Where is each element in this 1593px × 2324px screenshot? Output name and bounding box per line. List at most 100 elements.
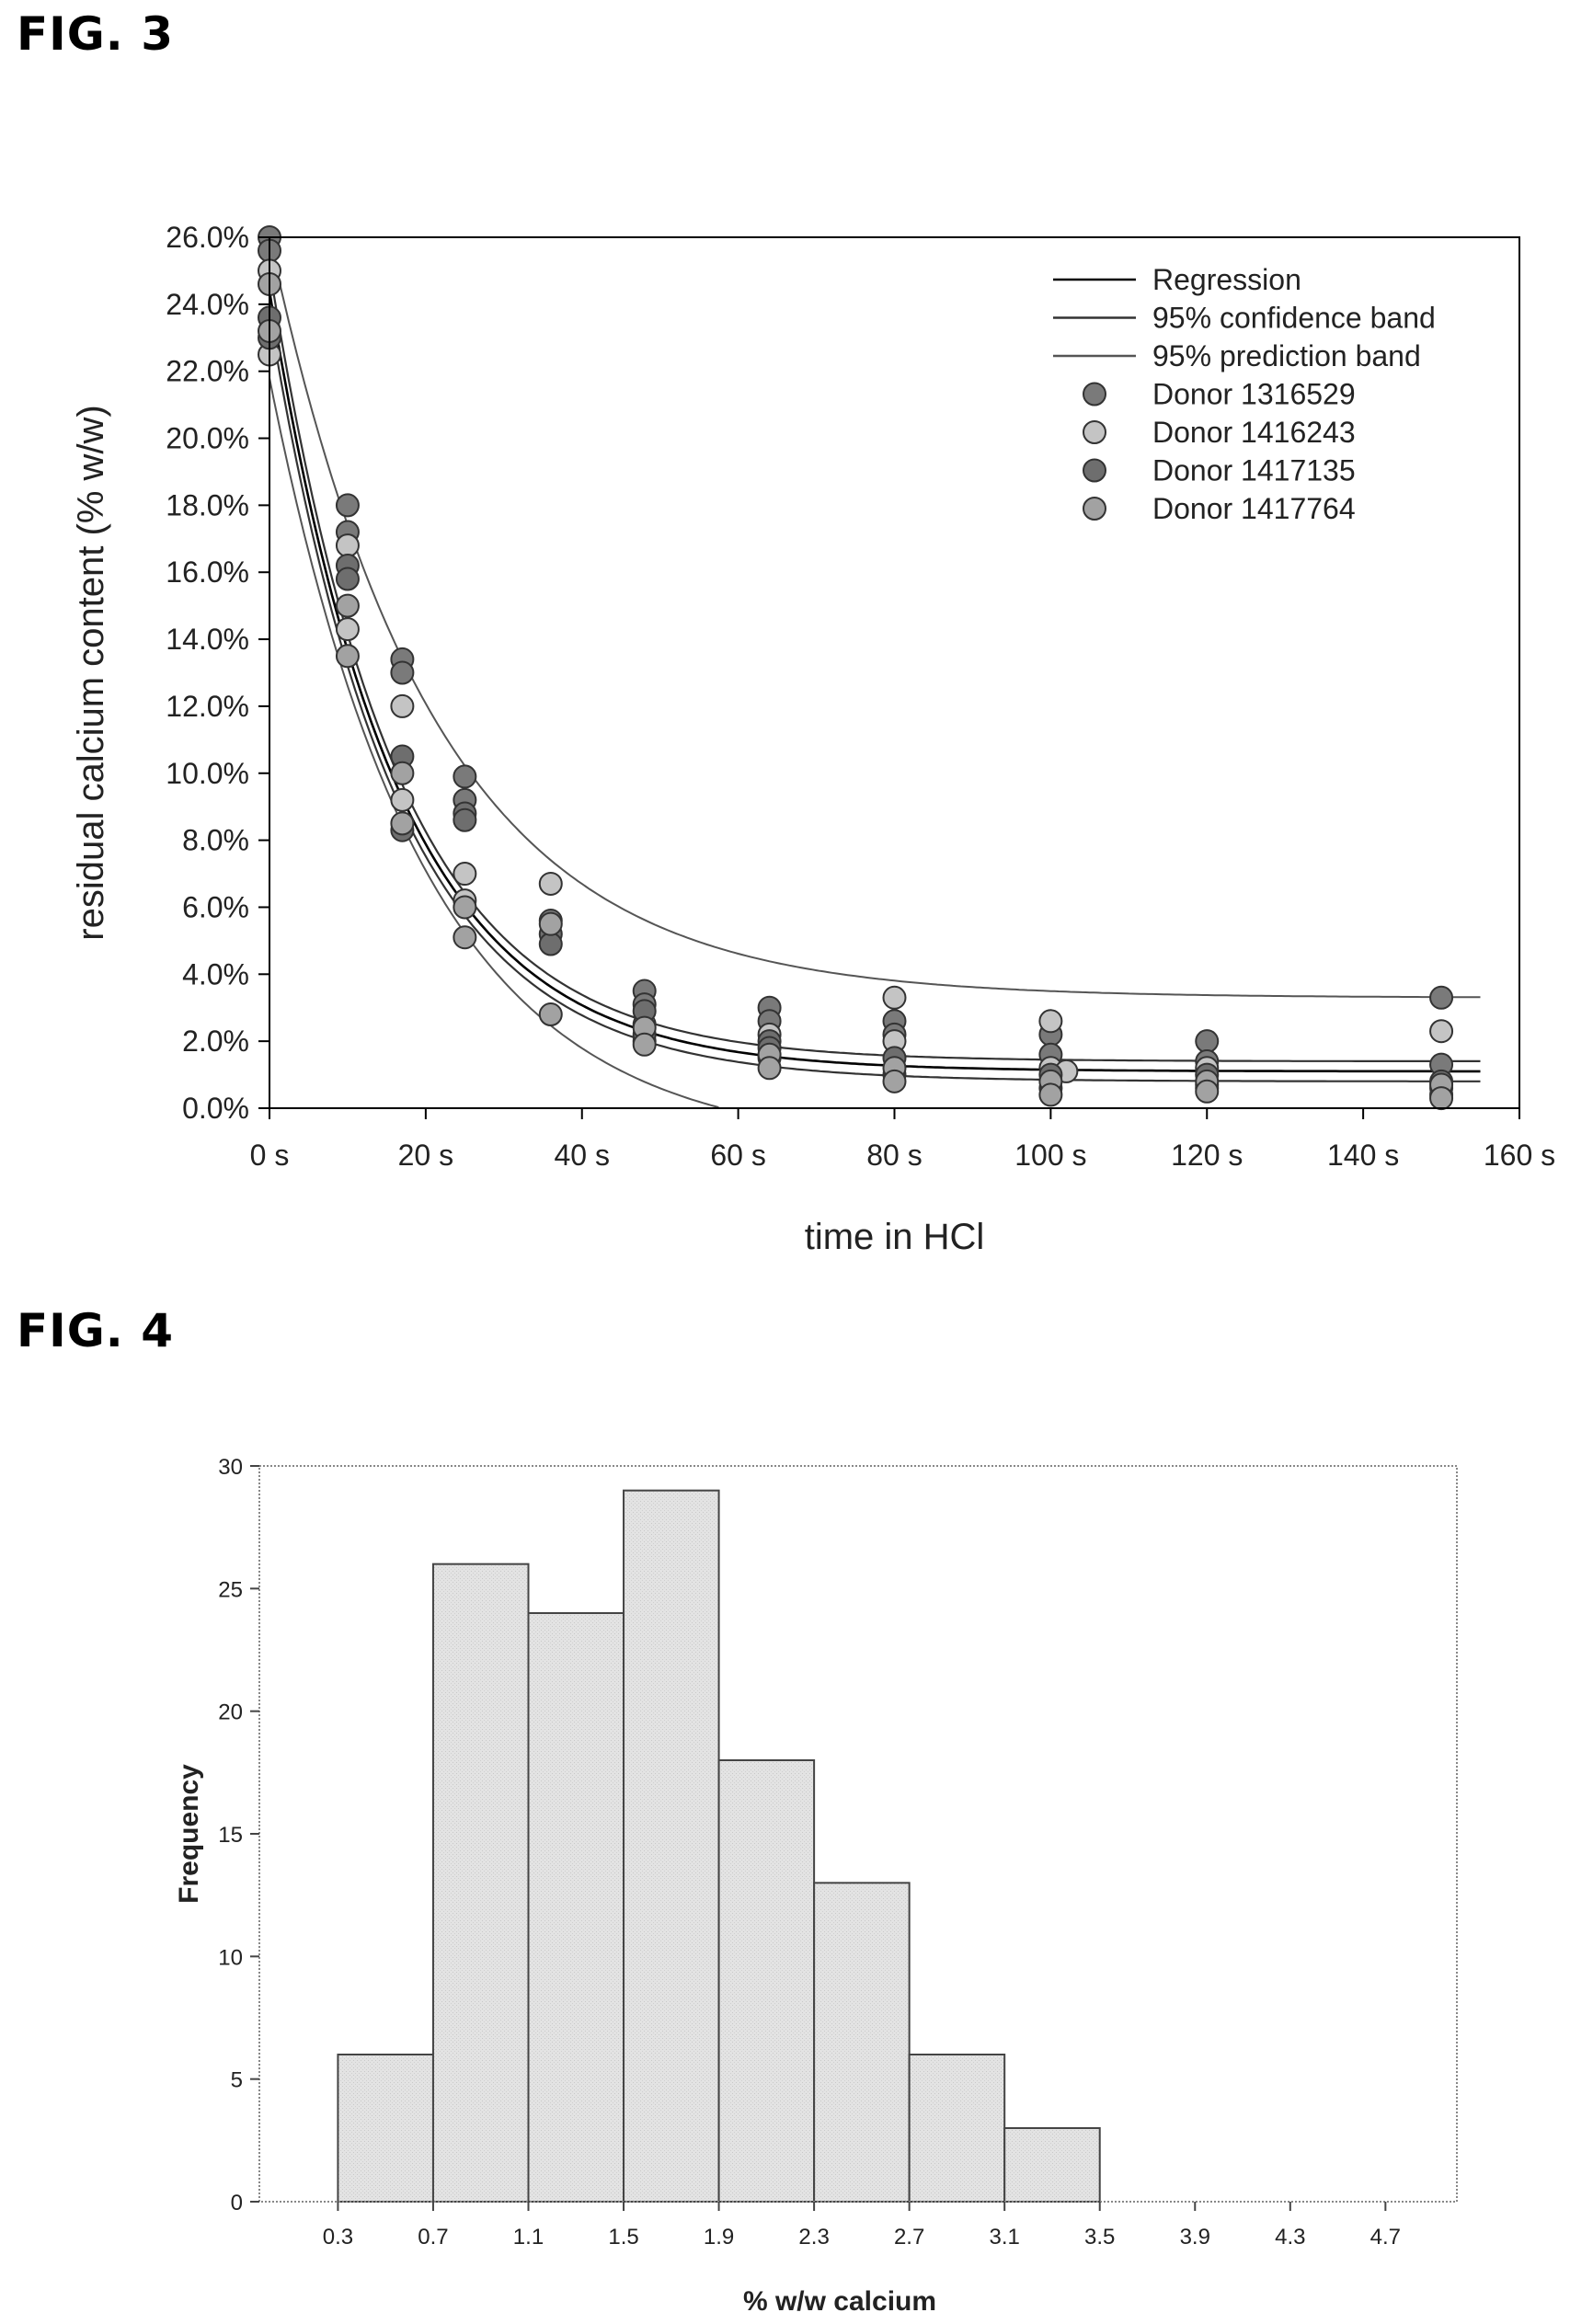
data-point-series-3 [453,807,477,832]
data-point-series-4 [538,911,563,936]
data-point-series-4 [757,1056,782,1081]
legend-entry-label: Donor 1417764 [1152,492,1356,525]
figure-3-label: FIG. 3 [17,7,174,61]
y-tick-label: 6.0% [182,890,249,923]
legend-marker-swatch [1083,382,1106,406]
x-tick-label: 120 s [1171,1139,1243,1172]
data-point-series-2 [335,533,360,558]
data-point-series-1 [390,660,415,685]
y-tick-label: 24.0% [166,288,249,321]
x-tick-label: 3.5 [1084,2225,1115,2250]
figure-4-label: FIG. 4 [17,1304,174,1357]
x-tick-label: 3.9 [1180,2225,1210,2250]
x-tick-label: 0 s [250,1139,290,1172]
y-tick-label: 22.0% [166,355,249,388]
legend-entry-label: 95% confidence band [1152,302,1436,335]
x-tick-label: 3.1 [990,2225,1020,2250]
data-points-layer [258,225,1454,1111]
x-axis-title: time in HCl [805,1217,985,1257]
data-point-series-4 [538,1002,563,1027]
x-tick-label: 100 s [1014,1139,1086,1172]
histogram-bar [623,1489,720,2203]
data-point-series-4 [453,925,477,950]
histogram-bar [908,2054,1006,2203]
data-point-series-1 [1429,985,1454,1010]
data-point-series-2 [390,787,415,812]
histogram-bar [1003,2127,1101,2203]
x-axis-ticks: 0.3 0.7 1.1 1.5 1.9 2.3 2.7 3.1 3.5 3.9 4.3 4.7 [323,2202,1401,2250]
y-tick-label: 14.0% [166,623,249,656]
y-tick-label: 12.0% [166,690,249,723]
x-tick-label: 1.1 [513,2225,544,2250]
y-tick-label: 16.0% [166,555,249,589]
histogram-bar [431,1563,530,2203]
legend-marker-swatch [1083,458,1106,483]
data-point-series-4 [1195,1079,1220,1104]
histogram-bar [813,1882,911,2204]
legend-entry-label: 95% prediction band [1152,339,1421,372]
y-tick-label: 30 [218,1455,243,1480]
x-tick-label: 0.7 [418,2225,448,2250]
data-point-series-3 [538,932,563,956]
legend-entry-label: Donor 1416243 [1152,416,1356,449]
x-tick-label: 1.9 [704,2225,734,2250]
prediction-band-lower-curve [269,377,719,1109]
histogram-bars [337,1489,1101,2204]
legend-marker-swatch [1083,497,1106,521]
y-tick-label: 20 [218,1700,243,1725]
x-axis-ticks: 0 s 20 s 40 s 60 s 80 s 100 s 120 s 140 s 160 s [250,1108,1555,1172]
y-tick-label: 15 [218,1823,243,1848]
histogram-bar [527,1612,625,2203]
y-tick-label: 10.0% [166,757,249,790]
histogram-bar [337,2054,434,2203]
x-tick-label: 4.7 [1370,2225,1401,2250]
data-point-series-4 [632,1032,657,1057]
legend-entry-label: Regression [1152,263,1301,296]
data-point-series-1 [453,764,477,789]
data-point-series-4 [1429,1086,1454,1111]
y-tick-label: 10 [218,1945,243,1970]
data-point-series-2 [538,871,563,896]
x-tick-label: 2.3 [798,2225,829,2250]
legend-entry-label: Donor 1417135 [1152,454,1356,487]
x-tick-label: 140 s [1327,1139,1399,1172]
x-tick-label: 60 s [710,1139,765,1172]
data-point-series-4 [335,593,360,618]
data-point-series-4 [335,644,360,669]
y-tick-label: 26.0% [166,221,249,254]
y-axis-title: residual calcium content (% w/w) [71,405,111,940]
y-tick-label: 20.0% [166,422,249,455]
legend: Regression 95% confidence band 95% predict… [1053,263,1436,525]
y-axis-title: Frequency [174,1764,204,1904]
y-axis-ticks: 0.0% 2.0% 4.0% 6.0% 8.0% 10.0% 12.0% 14.0% 16.0%… [166,221,269,1125]
x-tick-label: 160 s [1484,1139,1555,1172]
y-tick-label: 0.0% [182,1092,249,1125]
y-tick-label: 2.0% [182,1025,249,1058]
confidence-band-lower-curve [268,314,1481,1082]
x-axis-title: % w/w calcium [743,2286,936,2317]
data-point-series-4 [390,811,415,836]
y-tick-label: 0 [231,2191,243,2215]
x-tick-label: 2.7 [894,2225,924,2250]
y-tick-label: 5 [231,2068,243,2093]
x-tick-label: 80 s [866,1139,922,1172]
x-tick-label: 20 s [398,1139,453,1172]
data-point-series-1 [335,493,360,518]
data-point-series-4 [453,895,477,920]
legend-entry-label: Donor 1316529 [1152,378,1356,411]
data-point-series-2 [882,985,907,1010]
histogram-bar [717,1759,816,2203]
y-tick-label: 18.0% [166,488,249,521]
data-point-series-1 [1195,1029,1220,1054]
data-point-series-2 [1429,1019,1454,1044]
y-tick-label: 4.0% [182,957,249,990]
x-tick-label: 40 s [555,1139,610,1172]
y-tick-label: 25 [218,1577,243,1602]
data-point-series-2 [453,862,477,887]
residual-calcium-scatter-chart: 0 s 20 s 40 s 60 s 80 s 100 s 120 s 140 s 160 s … [71,221,1555,1257]
legend-marker-swatch [1083,420,1106,444]
x-tick-label: 4.3 [1275,2225,1305,2250]
x-tick-label: 0.3 [323,2225,353,2250]
data-point-series-2 [390,693,415,718]
data-point-series-2 [1038,1009,1063,1034]
